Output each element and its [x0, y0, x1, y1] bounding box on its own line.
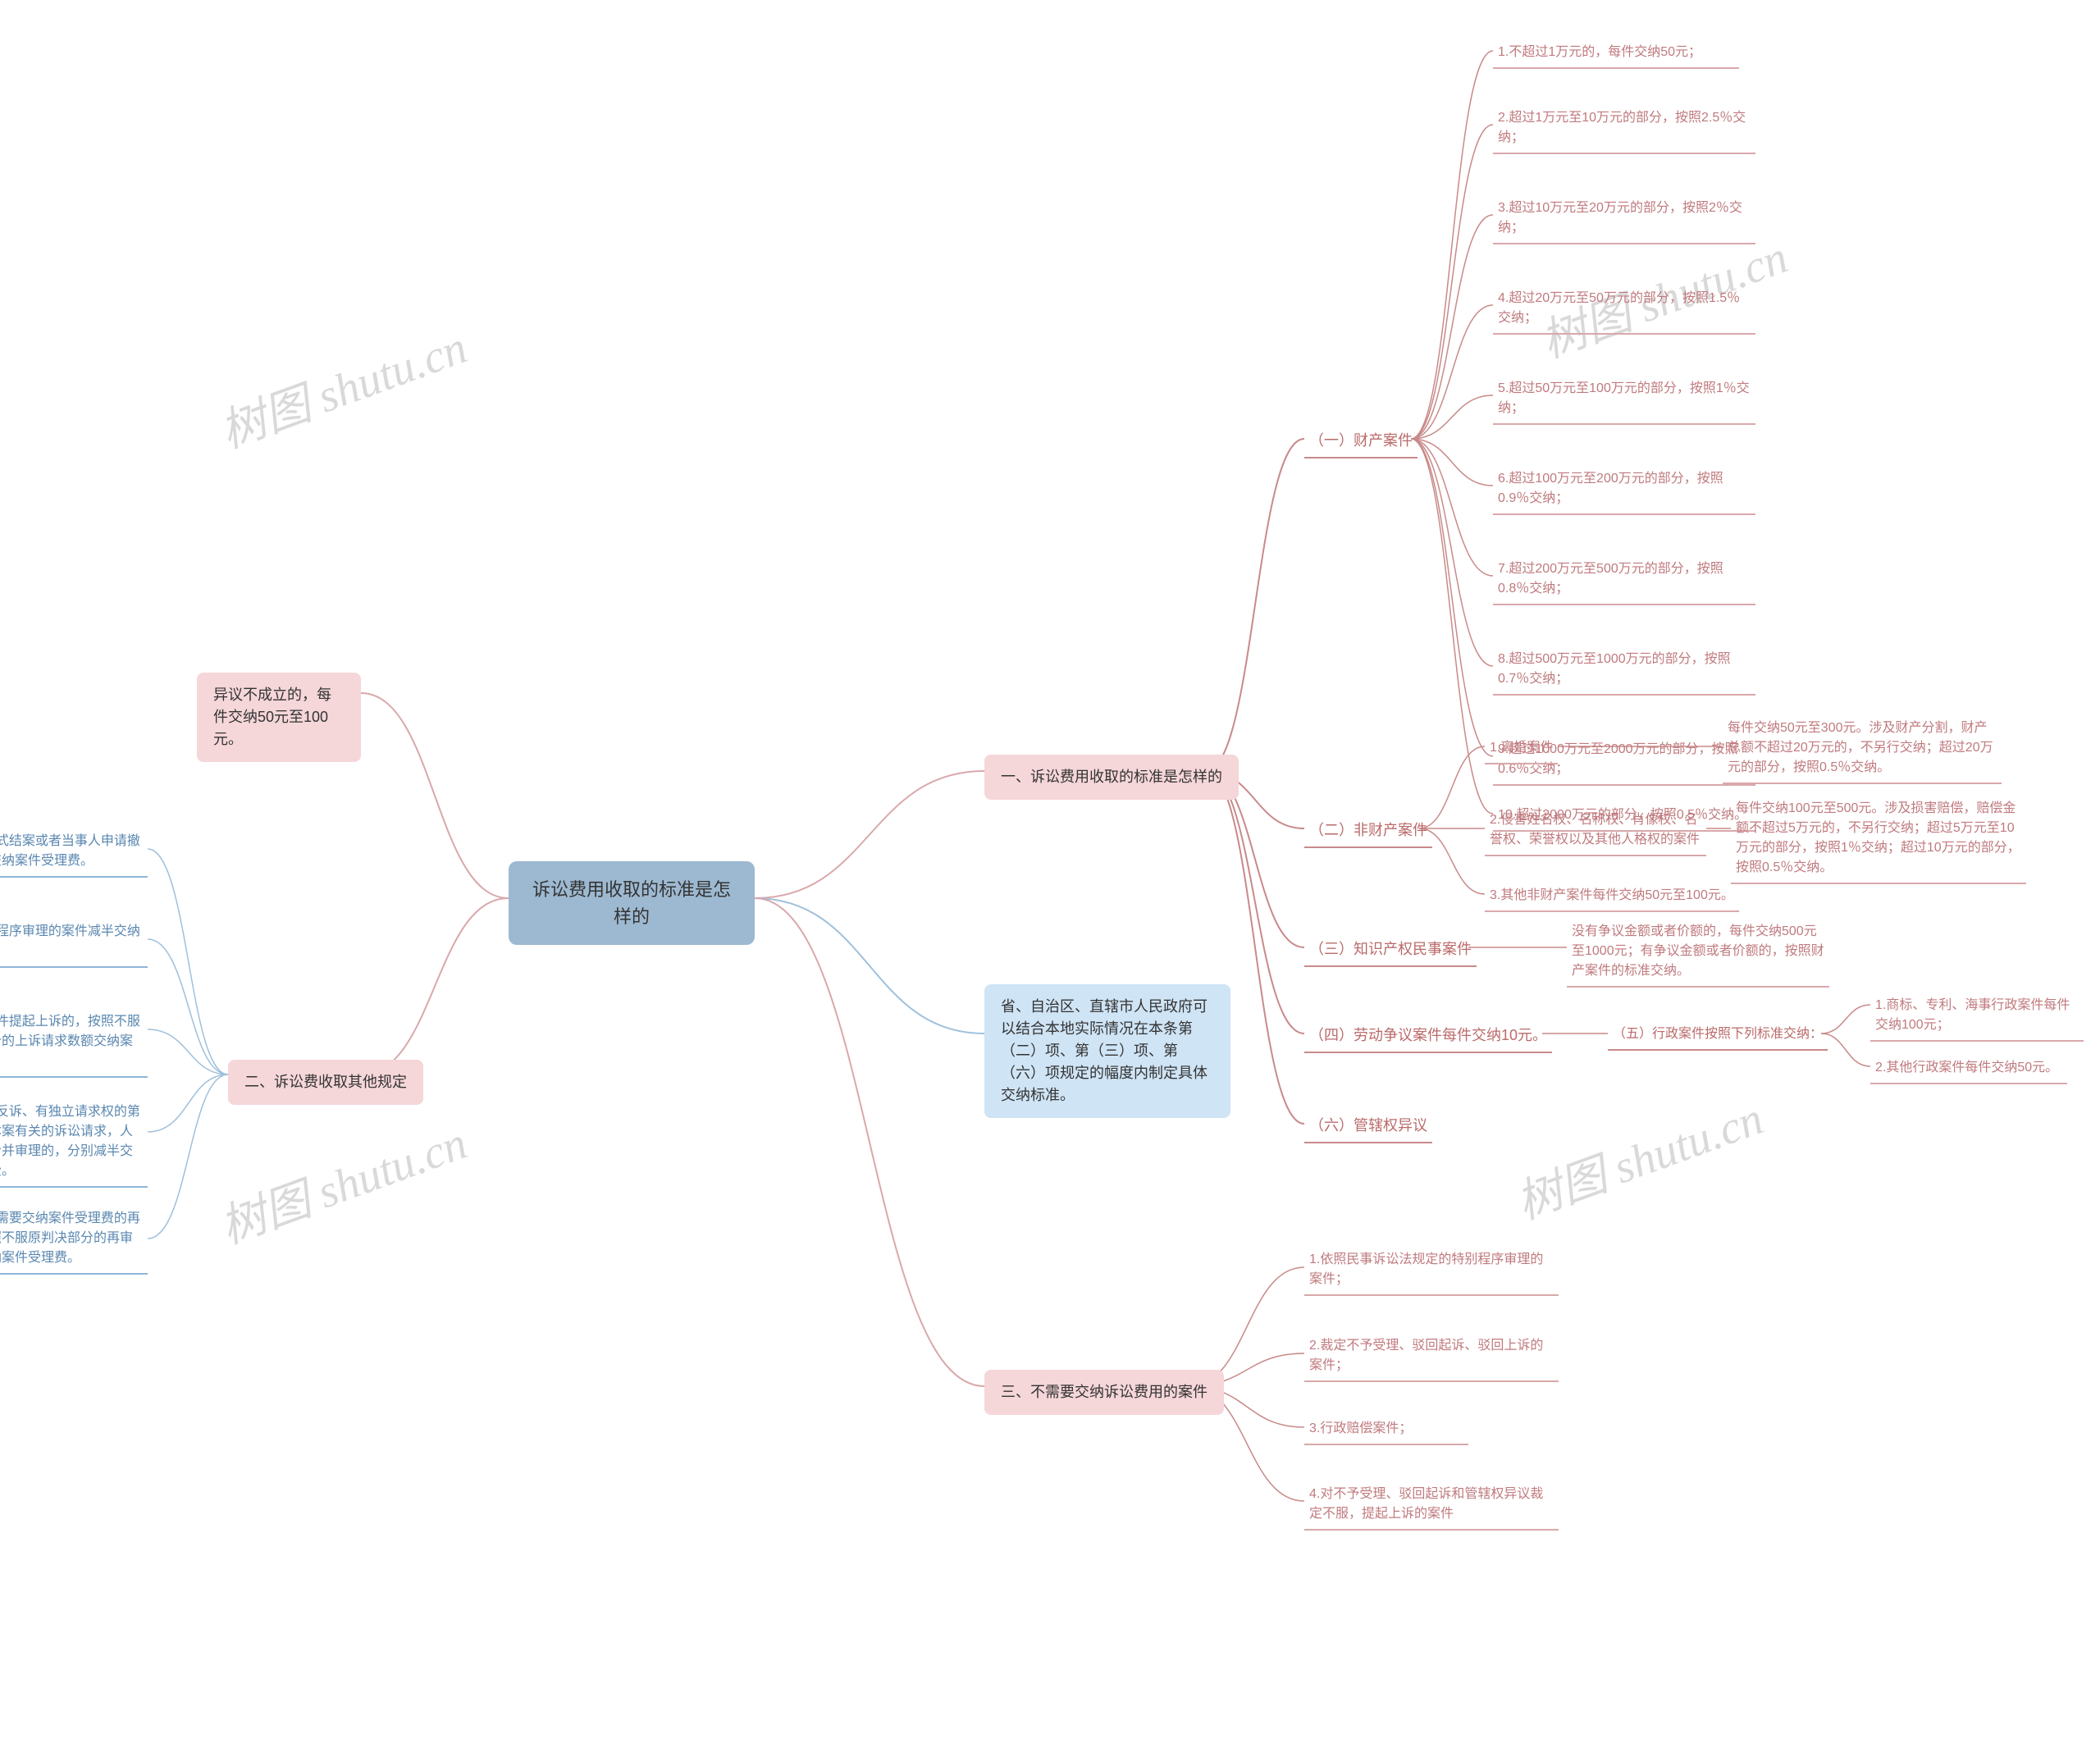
branch-two-item: 1．以调解方式结案或者当事人申请撤诉的，减半交纳案件受理费。: [0, 828, 148, 878]
cat3-text: 没有争议金额或者价额的，每件交纳500元至1000元；有争议金额或者价额的，按照…: [1567, 919, 1829, 988]
watermark: 树图 shutu.cn: [210, 1106, 475, 1257]
cat1-item: 7.超过200万元至500万元的部分，按照0.8％交纳；: [1493, 556, 1755, 605]
cat1-item: 4.超过20万元至50万元的部分，按照1.5％交纳；: [1493, 285, 1755, 335]
branch-two-item: 3．对财产案件提起上诉的，按照不服一审判决部分的上诉请求数额交纳案件受理费。: [0, 1009, 148, 1078]
branch-three: 三、不需要交纳诉讼费用的案件: [984, 1370, 1224, 1415]
cat4-label: （四）劳动争议案件每件交纳10元。: [1304, 1021, 1552, 1053]
cat1-item: 6.超过100万元至200万元的部分，按照0.9％交纳；: [1493, 466, 1755, 515]
cat1-label: （一）财产案件: [1304, 427, 1418, 459]
cat5-label: （五）行政案件按照下列标准交纳：: [1608, 1021, 1828, 1051]
cat5-item: 1.商标、专利、海事行政案件每件交纳100元；: [1870, 992, 2084, 1042]
branch-three-item: 3.行政赔偿案件；: [1304, 1416, 1468, 1445]
branch-three-item: 2.裁定不予受理、驳回起诉、驳回上诉的案件；: [1304, 1333, 1559, 1382]
cat1-item: 8.超过500万元至1000万元的部分，按照0.7％交纳；: [1493, 646, 1755, 696]
branch-two-item: 4．被告提起反诉、有独立请求权的第三人提出与本案有关的诉讼请求，人民法院决定合并…: [0, 1099, 148, 1188]
branch-two-item: 2．适用简易程序审理的案件减半交纳案件受理费。: [0, 919, 148, 968]
cat5-item: 2.其他行政案件每件交纳50元。: [1870, 1055, 2067, 1084]
cat1-item: 3.超过10万元至20万元的部分，按照2％交纳；: [1493, 195, 1755, 244]
branch-one: 一、诉讼费用收取的标准是怎样的: [984, 755, 1239, 800]
cat6-label: （六）管辖权异议: [1304, 1111, 1432, 1143]
cat2-sub2-label: 2.侵害姓名权、名称权、肖像权、名誉权、荣誉权以及其他人格权的案件: [1485, 807, 1706, 856]
cat2-sub1-label: 1.离婚案件: [1485, 735, 1558, 764]
branch-two-item: 5．依照规定需要交纳案件受理费的再审案件，按照不服原判决部分的再审请求数额交纳案…: [0, 1206, 148, 1275]
objection-node: 异议不成立的，每件交纳50元至100元。: [197, 673, 361, 762]
watermark: 树图 shutu.cn: [210, 311, 475, 462]
cat2-sub1-text: 每件交纳50元至300元。涉及财产分割，财产总额不超过20万元的，不另行交纳；超…: [1723, 715, 2002, 784]
cat2-sub2-text: 每件交纳100元至500元。涉及损害赔偿，赔偿金额不超过5万元的，不另行交纳；超…: [1731, 796, 2026, 884]
cat1-item: 5.超过50万元至100万元的部分，按照1％交纳；: [1493, 376, 1755, 425]
root-node: 诉讼费用收取的标准是怎样的: [509, 861, 755, 945]
watermark: 树图 shutu.cn: [1506, 1082, 1771, 1233]
branch-three-item: 1.依照民事诉讼法规定的特别程序审理的案件；: [1304, 1247, 1559, 1296]
cat1-item: 2.超过1万元至10万元的部分，按照2.5％交纳；: [1493, 105, 1755, 154]
cat3-label: （三）知识产权民事案件: [1304, 935, 1477, 967]
cat2-sub3-label: 3.其他非财产案件每件交纳50元至100元。: [1485, 883, 1739, 912]
note-node: 省、自治区、直辖市人民政府可以结合本地实际情况在本条第（二）项、第（三）项、第（…: [984, 984, 1230, 1118]
branch-two: 二、诉讼费收取其他规定: [228, 1060, 423, 1105]
cat2-label: （二）非财产案件: [1304, 816, 1432, 848]
cat1-item: 1.不超过1万元的，每件交纳50元；: [1493, 39, 1739, 69]
branch-three-item: 4.对不予受理、驳回起诉和管辖权异议裁定不服，提起上诉的案件: [1304, 1481, 1559, 1531]
